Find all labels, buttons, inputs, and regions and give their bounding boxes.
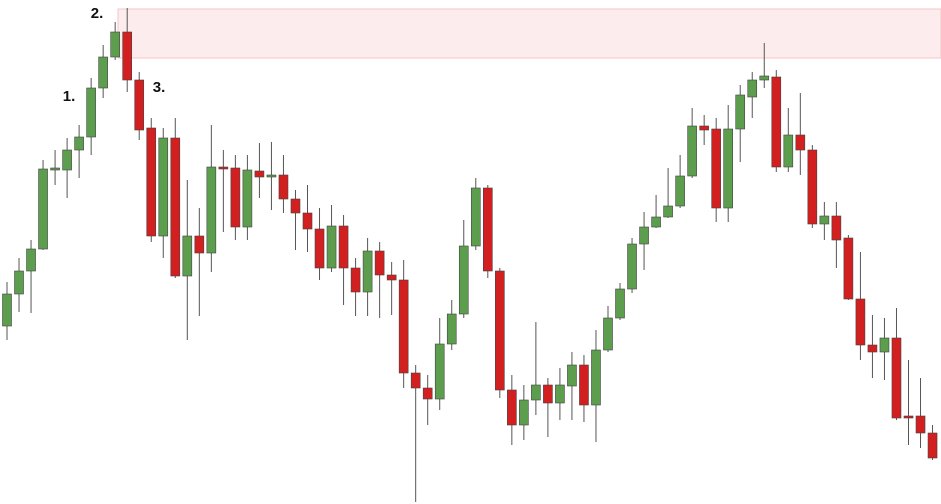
candle-body xyxy=(134,79,145,131)
candle-body xyxy=(519,399,529,426)
candle-body xyxy=(663,205,673,218)
candle-body xyxy=(903,415,914,419)
candle-body xyxy=(639,226,649,245)
candle-body xyxy=(783,134,794,168)
candle-body xyxy=(723,128,734,209)
candle-body xyxy=(266,174,277,178)
candle-body xyxy=(446,313,457,345)
candle-body xyxy=(206,166,217,254)
candle-body xyxy=(819,215,830,225)
annotation: 2. xyxy=(91,5,104,22)
candle-body xyxy=(2,293,12,327)
candle-body xyxy=(110,31,120,58)
candle-body xyxy=(338,225,349,269)
candle-body xyxy=(410,372,421,389)
candle-body xyxy=(699,125,709,131)
candle-body xyxy=(615,288,625,319)
candle-body xyxy=(651,216,661,228)
candle-body xyxy=(771,76,782,168)
candle-body xyxy=(579,364,589,406)
candle-body xyxy=(855,298,866,346)
candle-body xyxy=(675,175,685,207)
candle-body xyxy=(470,187,481,247)
candle-body xyxy=(74,136,84,151)
candle-body xyxy=(146,127,157,237)
candle-body xyxy=(386,274,397,281)
candle-body xyxy=(711,128,721,209)
candle-body xyxy=(843,237,854,300)
candle-body xyxy=(62,149,72,171)
candle-body xyxy=(422,387,433,400)
candle-body xyxy=(26,248,36,272)
candle-body xyxy=(98,56,108,89)
candle-body xyxy=(314,228,325,269)
candle-body xyxy=(458,245,469,315)
candle-body xyxy=(278,174,289,200)
candle-body xyxy=(398,279,409,374)
candle-body xyxy=(687,125,697,177)
candle-body xyxy=(831,215,842,241)
candle-body xyxy=(254,170,265,178)
candle-body xyxy=(759,75,770,81)
candle-body xyxy=(543,384,553,404)
candle-body xyxy=(158,137,169,237)
candle-body xyxy=(879,337,890,353)
candle-body xyxy=(374,250,385,276)
candle-body xyxy=(122,31,132,81)
candle-body xyxy=(747,79,758,98)
candle-body xyxy=(495,270,505,391)
candle-body xyxy=(242,169,253,228)
candle-body xyxy=(795,134,806,151)
candle-body xyxy=(350,267,361,293)
candle-body xyxy=(86,87,96,138)
candle-body xyxy=(867,344,878,353)
candle-body xyxy=(482,187,493,272)
candle-body xyxy=(194,235,205,254)
candle-body xyxy=(591,349,601,406)
candle-body xyxy=(434,343,445,400)
candle-body xyxy=(627,243,637,290)
candle-body xyxy=(735,94,746,130)
candle-body xyxy=(326,225,337,269)
candle-body xyxy=(230,167,241,228)
candle-body xyxy=(50,167,60,171)
candle-body xyxy=(170,137,181,277)
candle-body xyxy=(182,235,193,277)
candle-body xyxy=(302,212,313,230)
candle-body xyxy=(807,149,818,225)
candle-body xyxy=(891,337,902,419)
candle-body xyxy=(290,198,301,214)
candle-body xyxy=(218,166,229,170)
candle-body xyxy=(927,432,938,459)
candle-body xyxy=(915,415,926,434)
candle-body xyxy=(507,389,517,426)
candle-body xyxy=(567,364,577,387)
candle-body xyxy=(362,250,373,293)
resistance-zone xyxy=(117,8,941,59)
annotation: 3. xyxy=(153,79,166,96)
candle-body xyxy=(38,168,48,250)
annotation: 1. xyxy=(63,88,76,105)
candle-body xyxy=(14,270,24,295)
candle-body xyxy=(603,317,613,351)
candle-body xyxy=(531,384,541,401)
candle-body xyxy=(555,384,565,404)
